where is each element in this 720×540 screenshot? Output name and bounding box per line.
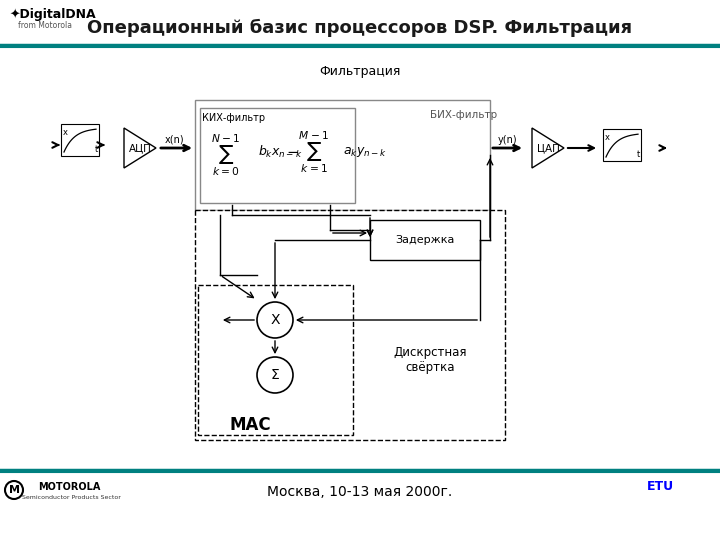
Text: Москва, 10-13 мая 2000г.: Москва, 10-13 мая 2000г.: [267, 485, 453, 499]
Bar: [603, 129, 641, 161]
Text: x(n): x(n): [165, 135, 185, 145]
Text: Задержка: Задержка: [395, 235, 455, 245]
Text: Σ: Σ: [271, 368, 279, 382]
Text: x: x: [605, 133, 610, 142]
Text: ЦАП: ЦАП: [536, 143, 559, 153]
Text: КИХ-фильтр: КИХ-фильтр: [202, 113, 265, 123]
Text: $- \sum_{k=1}^{M-1}$: $- \sum_{k=1}^{M-1}$: [286, 129, 328, 175]
Text: MOTOROLA: MOTOROLA: [38, 482, 100, 492]
Text: M: M: [9, 485, 19, 495]
FancyBboxPatch shape: [198, 285, 353, 435]
Text: МАС: МАС: [229, 416, 271, 434]
Text: t: t: [95, 145, 98, 154]
Circle shape: [257, 302, 293, 338]
Text: ETU: ETU: [647, 480, 674, 493]
FancyBboxPatch shape: [370, 220, 480, 260]
Bar: [61, 124, 99, 156]
Text: y(n): y(n): [498, 135, 518, 145]
Text: X: X: [270, 313, 280, 327]
Text: АЦП: АЦП: [129, 143, 151, 153]
Text: ✦DigitalDNA: ✦DigitalDNA: [10, 8, 96, 21]
Text: $\sum_{k=0}^{N-1}$: $\sum_{k=0}^{N-1}$: [210, 132, 240, 178]
Text: from Motorola: from Motorola: [18, 21, 72, 30]
Text: t: t: [637, 150, 640, 159]
Polygon shape: [124, 128, 156, 168]
Circle shape: [257, 357, 293, 393]
Text: Операционный базис процессоров DSP. Фильтрация: Операционный базис процессоров DSP. Филь…: [87, 19, 633, 37]
FancyBboxPatch shape: [195, 210, 505, 440]
Text: Фильтрация: Фильтрация: [319, 65, 401, 78]
Text: $b_k x_{n-k}$: $b_k x_{n-k}$: [258, 144, 302, 160]
Text: x: x: [63, 128, 68, 137]
Text: БИХ-фильтр: БИХ-фильтр: [430, 110, 497, 120]
FancyBboxPatch shape: [195, 100, 490, 210]
Text: $a_k y_{n-k}$: $a_k y_{n-k}$: [343, 145, 387, 159]
FancyBboxPatch shape: [200, 108, 355, 203]
Polygon shape: [532, 128, 564, 168]
Text: Дискрстная
свёртка: Дискрстная свёртка: [393, 346, 467, 374]
Text: Semiconductor Products Sector: Semiconductor Products Sector: [22, 495, 121, 500]
